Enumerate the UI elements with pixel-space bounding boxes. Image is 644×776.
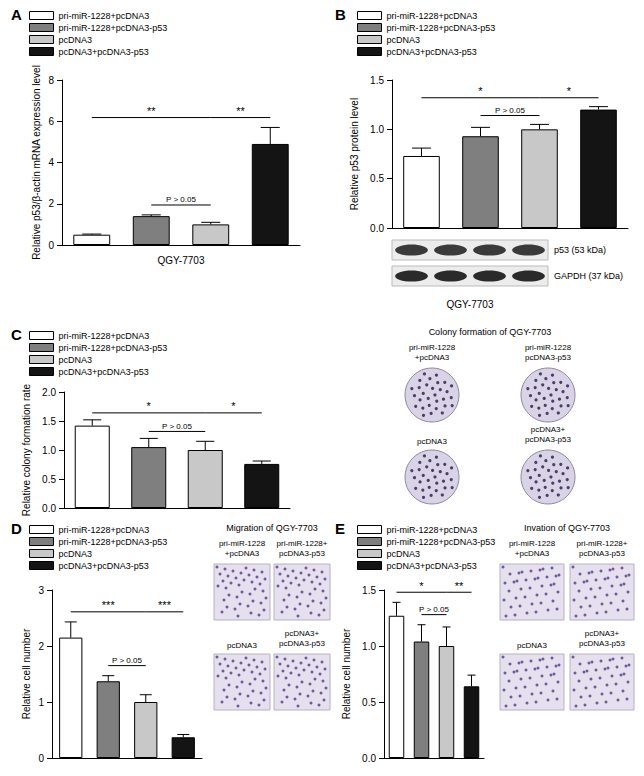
svg-text:pcDNA3+pcDNA3-p53: pcDNA3+pcDNA3-p53 (59, 47, 149, 57)
svg-text:E: E (335, 520, 345, 537)
svg-text:0.0: 0.0 (370, 223, 384, 234)
svg-text:GAPDH (37 kDa): GAPDH (37 kDa) (554, 271, 623, 281)
svg-text:0.5: 0.5 (370, 173, 384, 184)
svg-text:Relative colony formation rate: Relative colony formation rate (21, 383, 32, 516)
svg-text:1: 1 (38, 697, 44, 708)
svg-text:pri-miR-1228: pri-miR-1228 (509, 539, 556, 548)
svg-text:B: B (335, 6, 346, 23)
svg-text:3: 3 (38, 585, 44, 596)
svg-text:pri-miR-1228+pcDNA3: pri-miR-1228+pcDNA3 (59, 331, 150, 341)
svg-text:+pcDNA3: +pcDNA3 (225, 549, 260, 558)
svg-text:pri-miR-1228+: pri-miR-1228+ (277, 539, 328, 548)
svg-text:0.0: 0.0 (42, 503, 56, 514)
svg-text:pri-miR-1228+pcDNA3-p53: pri-miR-1228+pcDNA3-p53 (59, 343, 168, 353)
svg-text:D: D (11, 520, 22, 537)
svg-text:pcDNA3: pcDNA3 (387, 549, 421, 559)
svg-text:1.5: 1.5 (42, 416, 56, 427)
svg-text:1.5: 1.5 (362, 585, 376, 596)
svg-text:pri-miR-1228+pcDNA3-p53: pri-miR-1228+pcDNA3-p53 (59, 23, 168, 33)
svg-text:pcDNA3: pcDNA3 (517, 641, 547, 650)
svg-text:**: ** (147, 105, 156, 117)
svg-text:P > 0.05: P > 0.05 (419, 605, 449, 614)
svg-text:pcDNA3+: pcDNA3+ (285, 629, 320, 638)
svg-text:pcDNA3-p53: pcDNA3-p53 (579, 549, 625, 558)
svg-text:QGY-7703: QGY-7703 (158, 255, 205, 266)
svg-text:Migration of QGY-7703: Migration of QGY-7703 (226, 523, 318, 533)
svg-text:pri-miR-1228: pri-miR-1228 (219, 539, 266, 548)
svg-text:pri-miR-1228: pri-miR-1228 (409, 343, 456, 352)
svg-text:2.0: 2.0 (42, 387, 56, 398)
svg-text:pcDNA3+pcDNA3-p53: pcDNA3+pcDNA3-p53 (59, 561, 149, 571)
svg-text:pri-miR-1228+pcDNA3: pri-miR-1228+pcDNA3 (387, 525, 478, 535)
svg-text:6: 6 (48, 116, 54, 127)
svg-text:pcDNA3: pcDNA3 (59, 355, 93, 365)
svg-text:pcDNA3+: pcDNA3+ (585, 629, 620, 638)
svg-text:***: *** (158, 599, 172, 611)
svg-text:**: ** (455, 580, 464, 592)
svg-text:8: 8 (48, 75, 54, 86)
svg-text:0.5: 0.5 (362, 697, 376, 708)
svg-text:1.5: 1.5 (370, 75, 384, 86)
svg-text:pcDNA3-p53: pcDNA3-p53 (525, 435, 571, 444)
svg-text:pri-miR-1228+pcDNA3: pri-miR-1228+pcDNA3 (387, 11, 478, 21)
svg-text:pcDNA3: pcDNA3 (227, 641, 257, 650)
svg-text:pcDNA3: pcDNA3 (59, 549, 93, 559)
svg-text:pri-miR-1228+: pri-miR-1228+ (577, 539, 628, 548)
svg-text:P > 0.05: P > 0.05 (112, 656, 142, 665)
svg-text:Relative cell number: Relative cell number (341, 628, 352, 719)
svg-text:2: 2 (38, 641, 44, 652)
svg-text:+pcDNA3: +pcDNA3 (415, 353, 450, 362)
svg-text:pcDNA3+pcDNA3-p53: pcDNA3+pcDNA3-p53 (387, 47, 477, 57)
svg-text:pcDNA3+pcDNA3-p53: pcDNA3+pcDNA3-p53 (387, 561, 477, 571)
svg-text:0.0: 0.0 (362, 753, 376, 764)
svg-text:pri-miR-1228+pcDNA3-p53: pri-miR-1228+pcDNA3-p53 (387, 537, 496, 547)
svg-text:*: * (478, 85, 483, 97)
svg-text:pcDNA3-p53: pcDNA3-p53 (279, 549, 325, 558)
svg-text:Relative p53/β-actin mRNA expr: Relative p53/β-actin mRNA expression lev… (31, 65, 42, 260)
svg-text:*: * (567, 85, 572, 97)
svg-text:*: * (419, 580, 424, 592)
svg-text:Colony formation of QGY-7703: Colony formation of QGY-7703 (429, 327, 552, 337)
svg-text:pcDNA3-p53: pcDNA3-p53 (579, 639, 625, 648)
svg-text:Invation of QGY-7703: Invation of QGY-7703 (524, 523, 610, 533)
svg-text:QGY-7703: QGY-7703 (447, 299, 494, 310)
svg-text:2: 2 (48, 198, 54, 209)
svg-text:pri-miR-1228+pcDNA3: pri-miR-1228+pcDNA3 (59, 525, 150, 535)
svg-text:***: *** (102, 599, 116, 611)
svg-text:pcDNA3: pcDNA3 (417, 437, 447, 446)
svg-text:A: A (11, 6, 22, 23)
svg-text:+pcDNA3: +pcDNA3 (515, 549, 550, 558)
svg-text:Relative p53 protein level: Relative p53 protein level (349, 98, 360, 210)
svg-text:**: ** (236, 105, 245, 117)
svg-text:0.5: 0.5 (42, 474, 56, 485)
svg-text:C: C (11, 326, 22, 343)
svg-text:0: 0 (38, 753, 44, 764)
svg-text:*: * (231, 400, 236, 412)
svg-text:pri-miR-1228+pcDNA3: pri-miR-1228+pcDNA3 (59, 11, 150, 21)
svg-text:P > 0.05: P > 0.05 (166, 195, 196, 204)
svg-text:P > 0.05: P > 0.05 (162, 422, 192, 431)
svg-text:P > 0.05: P > 0.05 (495, 106, 525, 115)
svg-text:pri-miR-1228: pri-miR-1228 (525, 343, 572, 352)
svg-text:0: 0 (48, 240, 54, 251)
svg-text:1.0: 1.0 (362, 641, 376, 652)
svg-text:1.0: 1.0 (370, 124, 384, 135)
svg-text:Relative cell number: Relative cell number (21, 628, 32, 719)
svg-text:p53 (53 kDa): p53 (53 kDa) (554, 245, 606, 255)
svg-text:pcDNA3+pcDNA3-p53: pcDNA3+pcDNA3-p53 (59, 367, 149, 377)
svg-text:1.0: 1.0 (42, 445, 56, 456)
svg-text:pri-miR-1228+pcDNA3-p53: pri-miR-1228+pcDNA3-p53 (59, 537, 168, 547)
svg-text:pri-miR-1228+pcDNA3-p53: pri-miR-1228+pcDNA3-p53 (387, 23, 496, 33)
svg-text:pcDNA3-p53: pcDNA3-p53 (525, 353, 571, 362)
svg-text:pcDNA3-p53: pcDNA3-p53 (279, 639, 325, 648)
svg-text:pcDNA3: pcDNA3 (59, 35, 93, 45)
svg-text:*: * (147, 400, 152, 412)
svg-text:pcDNA3: pcDNA3 (387, 35, 421, 45)
svg-text:pcDNA3+: pcDNA3+ (531, 425, 566, 434)
svg-text:4: 4 (48, 157, 54, 168)
